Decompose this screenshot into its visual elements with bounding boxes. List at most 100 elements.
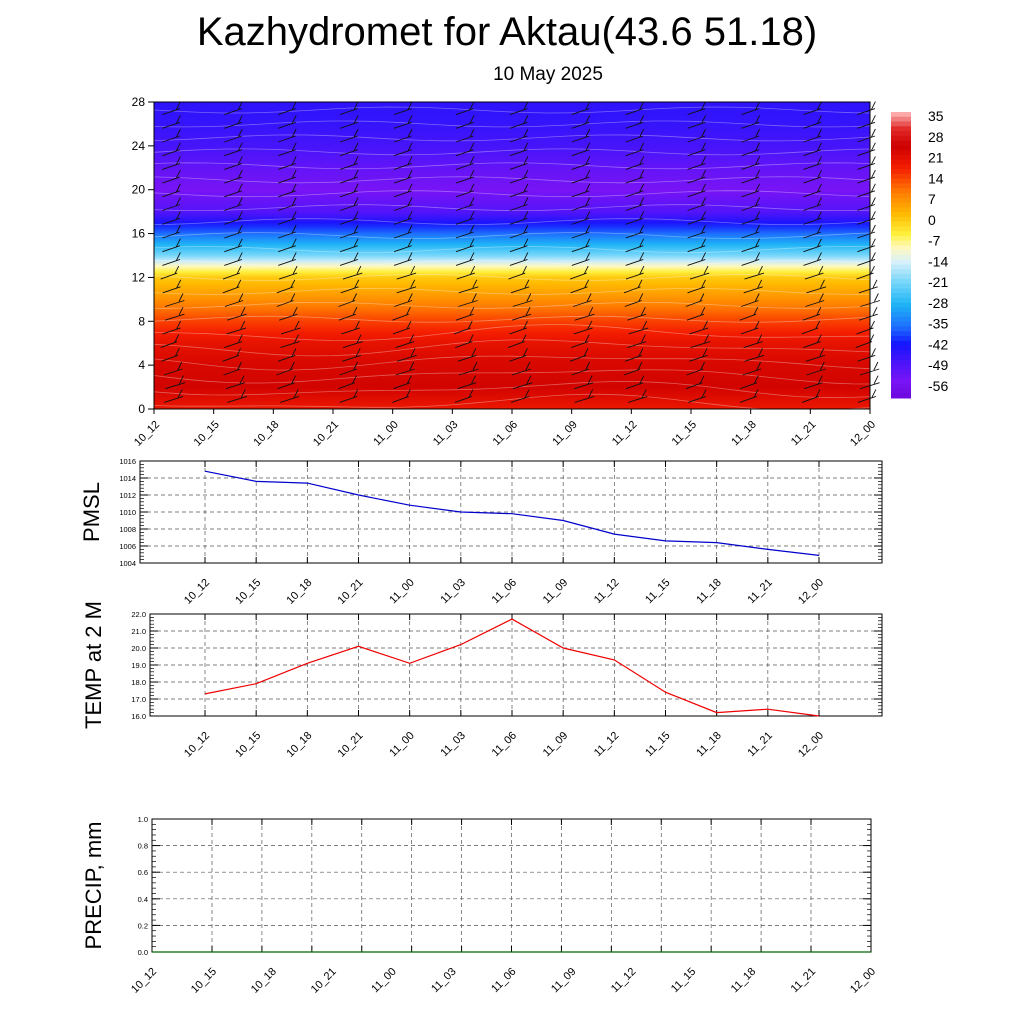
wind-barb: [687, 156, 707, 170]
wind-barb: [162, 101, 181, 116]
contour-line: [153, 148, 871, 156]
wind-barb: [226, 306, 247, 321]
colorbar-swatch: [891, 154, 911, 161]
wind-barb: [804, 265, 824, 280]
x-tick-label: 11_15: [643, 730, 673, 760]
wind-barb: [455, 224, 475, 239]
x-tick-label: 11_03: [431, 419, 461, 449]
wind-barb: [393, 375, 412, 390]
wind-barb: [687, 197, 707, 211]
wind-barb: [162, 156, 181, 170]
wind-barb: [806, 361, 826, 376]
wind-barb: [625, 142, 645, 157]
colorbar-swatch: [891, 307, 911, 313]
x-tick-label: 11_21: [745, 730, 775, 760]
wind-barb: [741, 293, 760, 307]
colorbar-swatch: [891, 245, 911, 251]
wind-barb: [857, 101, 876, 116]
wind-barb: [278, 238, 297, 253]
wind-barb: [685, 293, 705, 307]
wind-barb: [509, 169, 529, 184]
wind-barb: [570, 265, 589, 280]
wind-barb: [162, 128, 181, 143]
wind-barb: [625, 252, 645, 266]
wind-barb: [507, 334, 527, 349]
wind-barb: [339, 169, 359, 184]
y-tick-label: 1008: [119, 525, 136, 534]
wind-barb: [857, 115, 876, 129]
wind-barb: [571, 128, 591, 143]
precip-ylabel: PRECIP, mm: [81, 822, 106, 950]
wind-barb: [278, 265, 298, 280]
y-tick-label: 4: [138, 358, 145, 372]
colorbar-swatch: [891, 240, 911, 246]
x-tick-label: 11_09: [541, 577, 571, 607]
x-tick-label: 10_15: [192, 419, 222, 449]
wind-barb: [857, 252, 876, 266]
wind-barb: [625, 115, 645, 129]
wind-barb: [393, 115, 413, 129]
wind-barb: [162, 142, 181, 157]
wind-barb: [858, 306, 878, 321]
wind-barb: [857, 183, 876, 198]
wind-barb: [806, 279, 827, 294]
wind-barb: [393, 169, 413, 184]
wind-barb: [625, 265, 645, 280]
wind-barb: [686, 306, 706, 321]
wind-barb: [509, 183, 529, 198]
wind-barb: [744, 265, 765, 280]
contour-line: [153, 393, 871, 411]
wind-barb: [393, 211, 413, 225]
wind-barb: [339, 183, 359, 198]
wind-barb: [392, 389, 411, 403]
y-tick-label: 1016: [119, 457, 136, 466]
colorbar-swatch: [891, 321, 911, 327]
x-tick-label: 11_03: [429, 966, 459, 996]
wind-barb: [625, 197, 645, 211]
colorbar-swatch: [891, 116, 911, 123]
x-tick-label: 11_09: [550, 419, 580, 449]
wind-barb: [160, 334, 180, 349]
wind-barb: [687, 183, 707, 198]
wind-barb: [623, 279, 643, 294]
colorbar-swatch: [891, 164, 911, 170]
colorbar-swatch: [891, 312, 911, 318]
wind-barb: [571, 183, 591, 198]
wind-barb: [857, 169, 876, 184]
colorbar-swatch: [891, 383, 911, 389]
wind-barb: [224, 334, 243, 349]
colorbar-label: -7: [928, 233, 941, 249]
colorbar-label: 28: [928, 129, 944, 145]
colorbar-label: 14: [928, 170, 944, 186]
wind-barb: [687, 252, 707, 266]
wind-barb: [685, 375, 705, 390]
x-tick-label: 11_12: [592, 730, 622, 760]
wind-barb: [276, 293, 296, 307]
wind-barb: [625, 169, 645, 184]
wind-barb: [509, 197, 529, 211]
wind-barb: [392, 320, 412, 335]
colorbar-swatch: [891, 121, 911, 127]
x-tick-label: 10_15: [233, 577, 263, 607]
contour-line: [153, 287, 871, 295]
wind-barb: [741, 211, 761, 225]
wind-barb: [339, 252, 359, 266]
x-tick-label: 10_12: [129, 966, 159, 996]
x-tick-label: 11_18: [694, 577, 724, 607]
wind-barb: [857, 224, 876, 239]
wind-barb: [687, 238, 707, 253]
wind-barb: [224, 128, 243, 143]
wind-barb: [280, 320, 301, 335]
wind-barb: [510, 279, 530, 294]
wind-barb: [395, 361, 415, 376]
colorbar-swatch: [891, 178, 911, 184]
x-tick-label: 11_00: [369, 966, 399, 996]
wind-barb: [224, 197, 243, 211]
wind-barb: [222, 279, 242, 294]
heatmap-panel: 0 4 8 12 16 20 24 28 10_12 10_15 10_18 10_21 11_00 11…: [132, 95, 881, 449]
y-tick-label: 16: [132, 227, 146, 241]
wind-barb: [571, 156, 591, 170]
wind-barb: [338, 306, 358, 321]
pmsl-ylabel: PMSL: [79, 482, 104, 542]
wind-barb: [277, 348, 297, 362]
